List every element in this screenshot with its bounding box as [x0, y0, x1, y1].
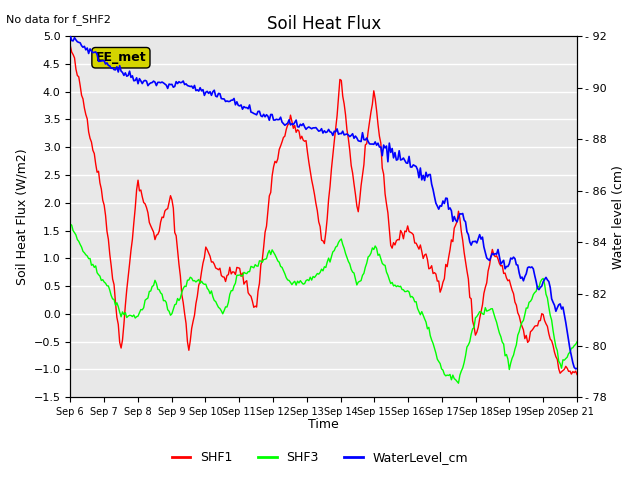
- SHF3: [288, 282, 296, 288]
- Text: No data for f_SHF2: No data for f_SHF2: [6, 14, 111, 25]
- SHF3: [547, 312, 554, 318]
- Title: Soil Heat Flux: Soil Heat Flux: [266, 15, 381, 33]
- SHF1: [218, 273, 225, 278]
- SHF1: [243, 278, 251, 284]
- Legend: SHF1, SHF3, WaterLevel_cm: SHF1, SHF3, WaterLevel_cm: [166, 446, 474, 469]
- Line: SHF1: SHF1: [70, 46, 577, 374]
- SHF3: [129, 313, 136, 319]
- WaterLevel_cm: [288, 121, 296, 127]
- SHF1: [573, 372, 581, 377]
- SHF1: [545, 331, 553, 336]
- X-axis label: Time: Time: [308, 419, 339, 432]
- Line: SHF3: SHF3: [70, 224, 577, 383]
- SHF3: [243, 271, 251, 276]
- SHF3: [67, 221, 74, 227]
- WaterLevel_cm: [129, 73, 136, 79]
- SHF1: [234, 265, 242, 271]
- WaterLevel_cm: [243, 105, 251, 110]
- Line: WaterLevel_cm: WaterLevel_cm: [70, 36, 577, 369]
- WaterLevel_cm: [67, 33, 74, 38]
- Y-axis label: Soil Heat Flux (W/m2): Soil Heat Flux (W/m2): [15, 148, 28, 285]
- WaterLevel_cm: [572, 366, 579, 372]
- Y-axis label: Water level (cm): Water level (cm): [612, 165, 625, 268]
- WaterLevel_cm: [234, 102, 242, 108]
- WaterLevel_cm: [218, 96, 225, 101]
- Text: EE_met: EE_met: [95, 51, 147, 64]
- WaterLevel_cm: [545, 279, 553, 285]
- SHF3: [573, 339, 581, 345]
- SHF3: [454, 380, 462, 386]
- SHF1: [288, 119, 296, 124]
- SHF1: [129, 237, 136, 242]
- SHF1: [67, 43, 74, 48]
- SHF3: [234, 273, 242, 278]
- SHF3: [218, 308, 225, 314]
- WaterLevel_cm: [573, 366, 581, 372]
